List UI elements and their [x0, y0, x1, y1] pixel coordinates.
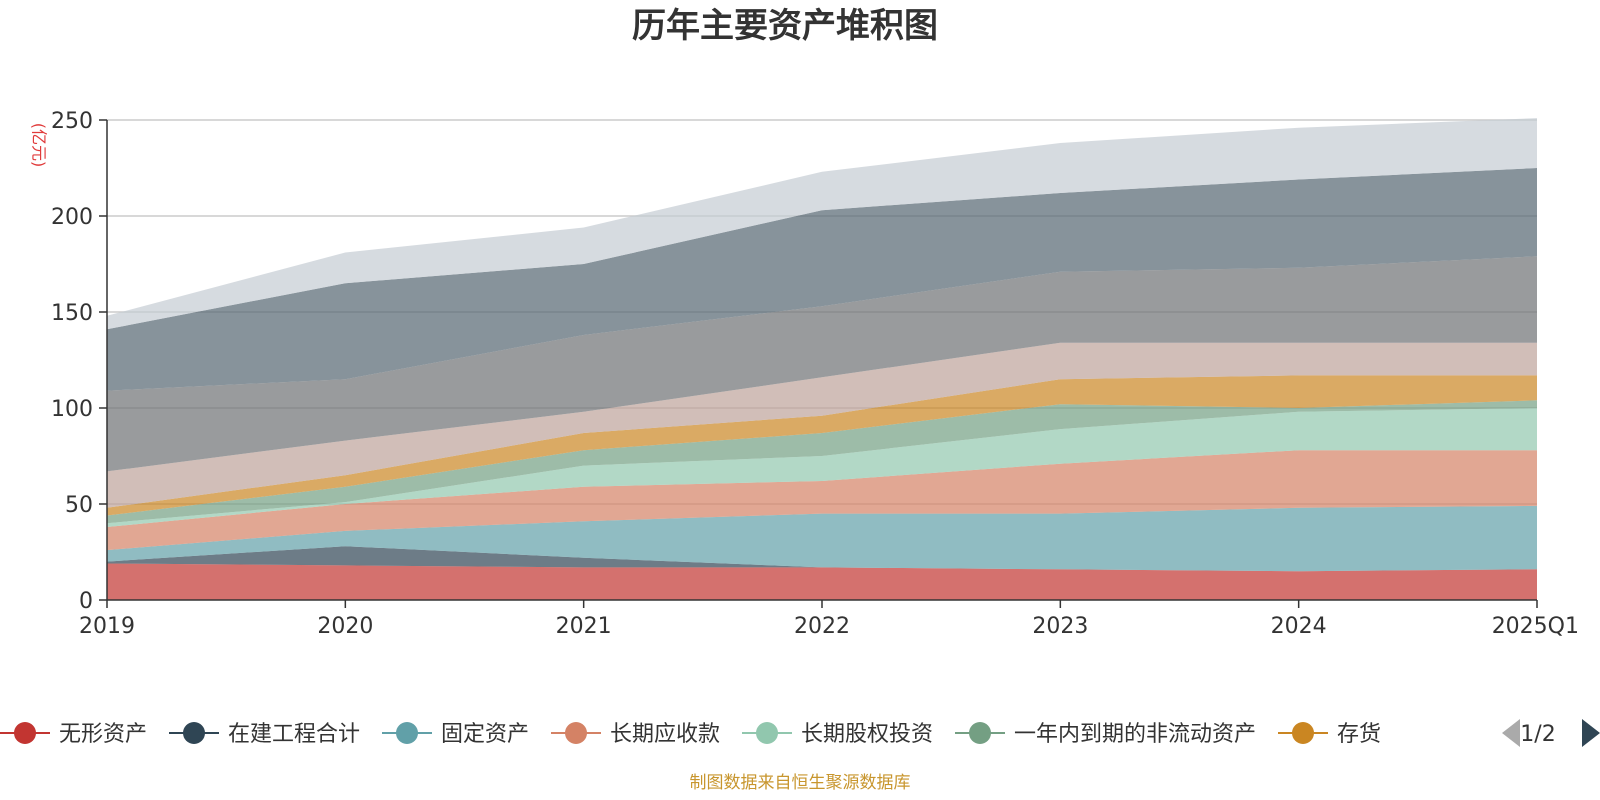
y-tick-label: 200	[51, 205, 93, 230]
source-note: 制图数据来自恒生聚源数据库	[690, 773, 911, 793]
legend-marker-icon	[756, 722, 779, 744]
y-tick-label: 50	[65, 493, 93, 518]
legend-label: 长期股权投资	[801, 722, 933, 747]
legend-marker-icon	[396, 722, 419, 744]
y-tick-label: 150	[51, 301, 93, 326]
area-layer	[107, 118, 1537, 600]
x-tick-label: 2024	[1271, 614, 1327, 639]
legend-item[interactable]: 固定资产	[382, 722, 529, 747]
legend-label: 在建工程合计	[228, 722, 360, 747]
legend-item[interactable]: 长期股权投资	[742, 722, 933, 747]
y-tick-label: 0	[79, 589, 93, 614]
legend-marker-icon	[565, 722, 588, 744]
y-axis-unit-label: (亿元)	[30, 123, 49, 168]
legend-label: 存货	[1337, 722, 1381, 747]
legend-marker-icon	[183, 722, 206, 744]
legend: 无形资产 在建工程合计 固定资产 长期应收款 长期股权投资 一年内到期的非流动资产 存货	[0, 722, 1381, 747]
legend-marker-icon	[1292, 722, 1315, 744]
legend-marker-icon	[969, 722, 992, 744]
legend-item[interactable]: 一年内到期的非流动资产	[955, 722, 1256, 747]
legend-pager: 1/2	[1502, 719, 1600, 747]
next-page-icon[interactable]	[1582, 719, 1600, 747]
area-series-7	[107, 375, 1537, 516]
area-series-10	[107, 168, 1537, 391]
area-series-8	[107, 342, 1537, 508]
area-series-9	[107, 256, 1537, 472]
y-tick-label: 100	[51, 397, 93, 422]
area-series-4	[107, 450, 1537, 551]
chart-title: 历年主要资产堆积图	[632, 6, 938, 46]
x-tick-label: 2023	[1032, 614, 1088, 639]
area-series-3	[107, 505, 1537, 572]
area-series-2	[107, 546, 1537, 572]
x-tick-label: 2022	[794, 614, 850, 639]
y-tick-label: 250	[51, 109, 93, 134]
legend-item[interactable]: 长期应收款	[551, 722, 720, 747]
x-tick-label: 2019	[79, 614, 135, 639]
legend-page-label: 1/2	[1520, 722, 1555, 747]
x-tick-label: 2021	[556, 614, 612, 639]
legend-label: 固定资产	[441, 722, 529, 747]
legend-marker-icon	[14, 722, 36, 744]
legend-label: 一年内到期的非流动资产	[1014, 722, 1256, 747]
axis-layer: 0 50 100 150 200 250 2019 2020 2021 2022 2023 2024 2…	[51, 109, 1579, 639]
x-tick-label: 2020	[317, 614, 373, 639]
legend-label: 长期应收款	[610, 722, 720, 747]
area-series-1	[107, 563, 1537, 600]
legend-item[interactable]: 在建工程合计	[169, 722, 360, 747]
x-tick-label: 2025Q1	[1492, 614, 1579, 639]
legend-item[interactable]: 存货	[1278, 722, 1381, 747]
legend-item[interactable]: 无形资产	[0, 722, 147, 747]
prev-page-icon[interactable]	[1502, 719, 1520, 747]
legend-label: 无形资产	[59, 722, 147, 747]
area-series-5	[107, 408, 1537, 527]
area-series-11	[107, 118, 1537, 330]
